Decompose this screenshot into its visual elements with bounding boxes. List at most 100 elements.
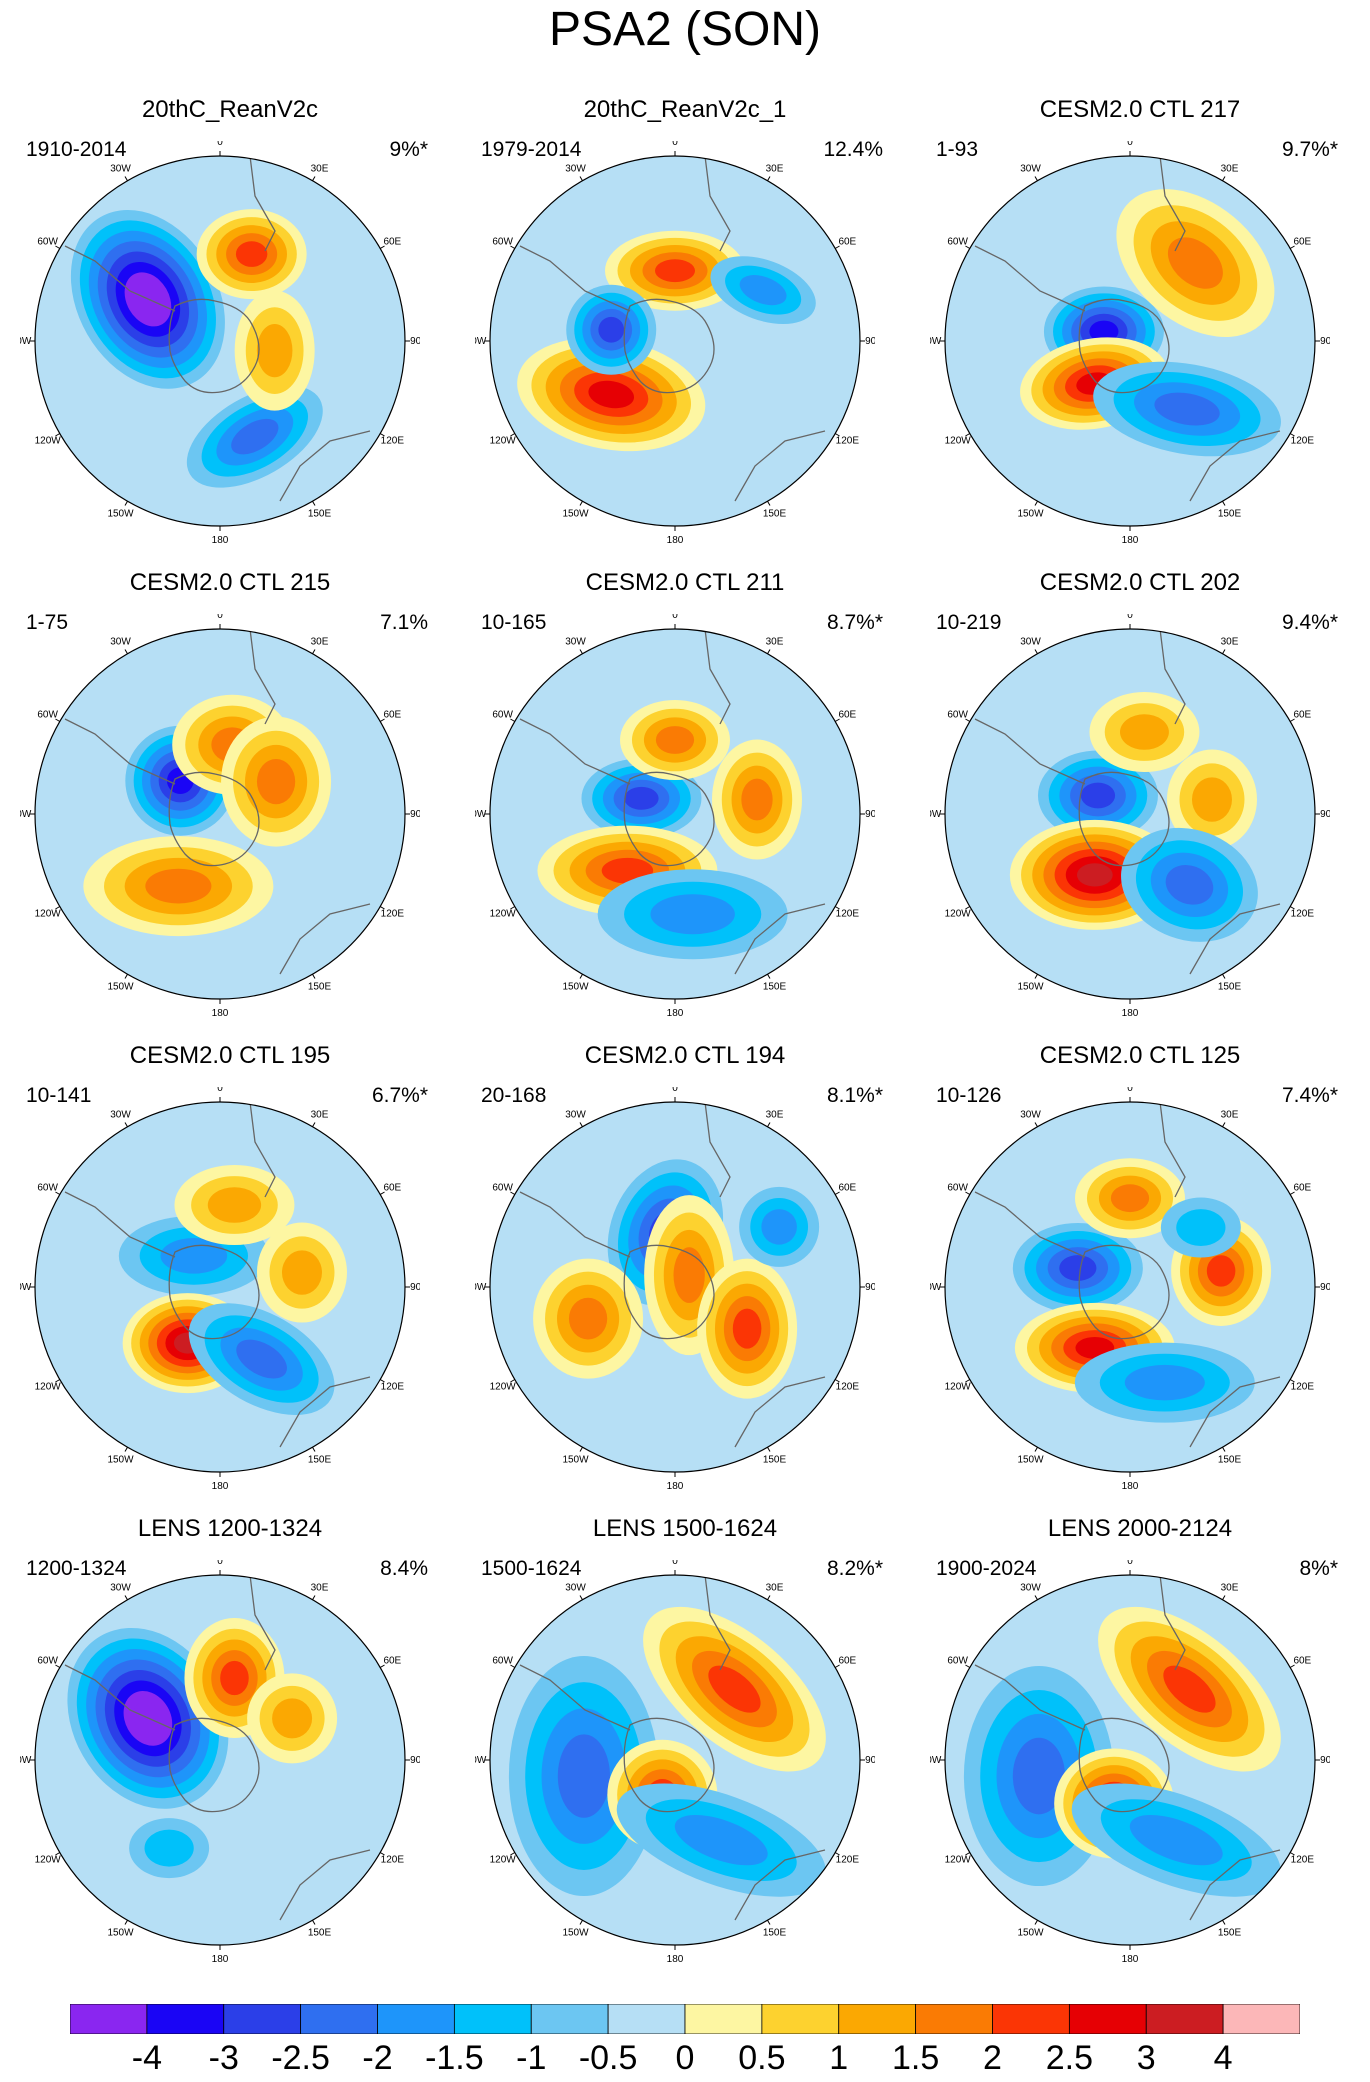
lon-label: 60E	[383, 1656, 401, 1667]
panel-years: 1-75	[26, 611, 69, 634]
anomaly-contour	[1154, 392, 1220, 426]
map-panel: LENS 1200-1324 1200-1324 8.4% 0 30E 60E 90E 120…	[10, 1514, 450, 1984]
lon-label: 60W	[492, 237, 513, 248]
anomaly-contour	[1120, 714, 1169, 750]
panel-grid: 20thC_ReanV2c 1910-2014 9%* 0 30E 60E 90E 120E 1…	[10, 95, 1360, 1984]
anomaly-contour	[1089, 320, 1119, 343]
africa-coastline	[704, 156, 731, 252]
lon-tick	[834, 906, 840, 910]
lon-label: 90E	[1320, 809, 1330, 820]
panel-title: CESM2.0 CTL 202	[1039, 569, 1241, 596]
anomaly-contour	[1080, 782, 1116, 809]
panel-title: CESM2.0 CTL 125	[1039, 1042, 1241, 1069]
colorbar-swatch	[70, 2004, 148, 2034]
lon-label: 0	[1127, 1087, 1133, 1094]
lon-tick	[834, 1379, 840, 1383]
lon-tick	[579, 1446, 583, 1452]
anomaly-contour	[1167, 237, 1223, 289]
lon-tick	[1034, 649, 1038, 655]
map-panel: CESM2.0 CTL 125 10-126 7.4%* 0 30E 60E 90E 120E…	[920, 1041, 1360, 1511]
lon-tick	[1222, 1122, 1226, 1128]
lon-tick	[1289, 906, 1295, 910]
lon-label: 30W	[565, 1583, 586, 1594]
lon-tick	[767, 176, 771, 182]
colorbar-swatch	[300, 2004, 378, 2034]
peninsula-coastline	[974, 245, 1086, 312]
lon-label: 120E	[381, 1382, 405, 1393]
lon-label: 180	[1122, 535, 1139, 546]
lon-tick	[510, 1191, 516, 1195]
anomaly-contour	[231, 418, 279, 455]
lon-label: 30W	[1020, 637, 1041, 648]
africa-coastline	[704, 1575, 731, 1671]
anomaly-contour	[281, 1250, 322, 1295]
lon-tick	[124, 1595, 128, 1601]
lon-label: 30E	[1221, 637, 1239, 648]
africa-coastline	[249, 629, 276, 725]
lon-label: 120W	[35, 1855, 62, 1866]
africa-coastline	[1159, 629, 1186, 725]
lon-tick	[1289, 718, 1295, 722]
lon-label: 30W	[1020, 1583, 1041, 1594]
colorbar-swatch	[146, 2004, 225, 2034]
polar-map: 0 30E 60E 90E 120E 150E 180 150W 120W 90W 60W 30W	[930, 141, 1330, 546]
lon-label: 150E	[308, 508, 332, 519]
lon-label: 30W	[110, 637, 131, 648]
lon-tick	[379, 906, 385, 910]
africa-coastline	[704, 629, 731, 725]
anomaly-contour	[624, 786, 659, 810]
lon-label: 30E	[311, 1583, 329, 1594]
lon-tick	[834, 1191, 840, 1195]
lon-tick	[124, 1446, 128, 1452]
lon-label: 90W	[475, 1755, 487, 1766]
lon-tick	[55, 1379, 61, 1383]
lon-tick	[834, 1852, 840, 1856]
colorbar-tick-label: 0.5	[738, 2039, 786, 2077]
peninsula-coastline	[974, 1664, 1086, 1731]
lon-tick	[1034, 500, 1038, 506]
anomaly-contour	[1163, 1665, 1216, 1713]
lon-tick	[124, 1919, 128, 1925]
lon-label: 30W	[1020, 164, 1041, 175]
lon-label: 30W	[110, 164, 131, 175]
lon-label: 0	[1127, 141, 1133, 148]
lon-label: 0	[672, 1560, 678, 1567]
anomaly-contour	[557, 1734, 610, 1818]
lon-label: 180	[1122, 1954, 1139, 1965]
lon-tick	[1222, 500, 1226, 506]
colorbar-labels: -4 -3 -2.5 -2 -1.5 -1 -0.5 0 0.5 1 1.5 2 2.5 3 4	[70, 2038, 1300, 2078]
lon-label: 90E	[410, 1755, 420, 1766]
lon-tick	[1289, 1191, 1295, 1195]
lon-tick	[965, 1191, 971, 1195]
peninsula-coastline	[974, 1191, 1086, 1258]
panel-variance: 8.2%*	[826, 1557, 883, 1580]
panel-title: LENS 1500-1624	[592, 1515, 778, 1542]
lon-label: 0	[672, 1087, 678, 1094]
polar-map: 0 30E 60E 90E 120E 150E 180 150W 120W 90W 60W 30W	[930, 614, 1330, 1019]
lon-label: 90W	[930, 1282, 942, 1293]
lon-label: 150E	[308, 1927, 332, 1938]
lon-tick	[124, 500, 128, 506]
lon-label: 90E	[1320, 1755, 1330, 1766]
panel-years: 1200-1324	[26, 1557, 127, 1580]
lon-label: 90W	[930, 336, 942, 347]
anomaly-contour	[568, 1297, 608, 1340]
africa-coastline	[704, 1102, 731, 1198]
peninsula-coastline	[519, 718, 631, 785]
lon-tick	[55, 718, 61, 722]
lon-label: 0	[1127, 1560, 1133, 1567]
colorbar-swatch	[1222, 2004, 1300, 2034]
map-panel: CESM2.0 CTL 217 1-93 9.7%* 0 30E 60E 90E 120E 15…	[920, 95, 1360, 565]
lon-label: 60W	[37, 710, 58, 721]
lon-label: 180	[212, 1481, 229, 1492]
lon-label: 30W	[565, 637, 586, 648]
panel-variance: 8.1%*	[826, 1084, 883, 1107]
lon-label: 90E	[1320, 336, 1330, 347]
colorbar-swatch	[838, 2004, 917, 2034]
lon-label: 0	[1127, 614, 1133, 621]
lon-label: 60E	[838, 1183, 856, 1194]
lon-label: 150E	[308, 981, 332, 992]
lon-label: 0	[217, 1087, 223, 1094]
panel-years: 10-219	[936, 611, 1002, 634]
lon-label: 0	[217, 614, 223, 621]
